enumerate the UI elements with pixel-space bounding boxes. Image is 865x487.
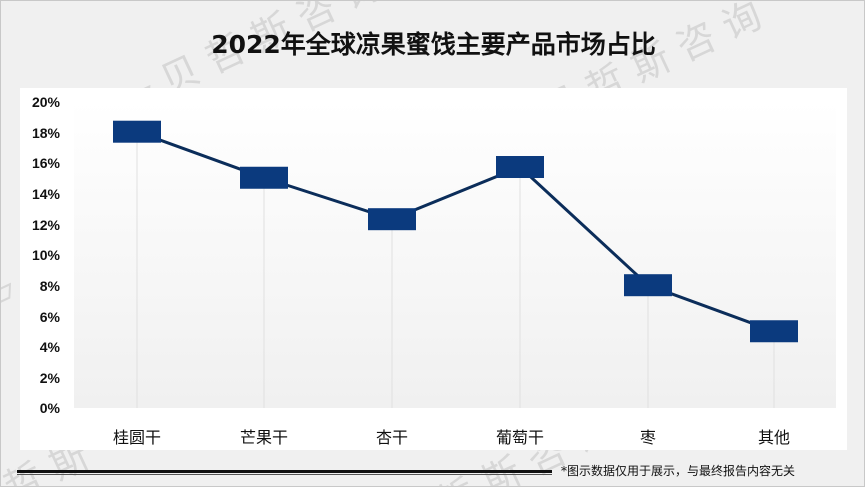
chart-area: 20% 18% 16% 14% 12% 10% 8% 6% 4% 2% 0% 桂… [20,88,847,450]
y-tick-label: 18% [31,125,60,141]
y-tick-label: 0% [39,400,60,416]
series-line [136,130,775,333]
y-tick-label: 2% [39,370,60,386]
footnote: *图示数据仅用于展示，与最终报告内容无关 [561,464,796,478]
y-tick-label: 4% [39,339,60,355]
data-markers [113,120,798,343]
y-tick-label: 20% [31,94,60,110]
chart-title: 2022年全球凉果蜜饯主要产品市场占比 [211,30,656,59]
data-point-marker [240,166,288,189]
plot-area [74,101,836,408]
footer-divider [17,470,552,473]
x-tick-label: 枣 [639,428,656,447]
data-point-marker [113,120,161,143]
x-tick-label: 桂圆干 [112,428,161,447]
data-point-marker [368,208,416,231]
y-tick-label: 8% [39,278,60,294]
data-point-marker [750,320,798,343]
footer-divider [17,474,552,475]
data-point-marker [624,274,672,297]
x-tick-label: 杏干 [375,428,408,447]
y-tick-label: 14% [31,186,60,202]
x-tick-label: 其他 [757,428,790,447]
y-tick-label: 16% [31,155,60,171]
line-plot [113,120,798,408]
y-tick-label: 6% [39,309,60,325]
y-tick-label: 12% [31,217,60,233]
x-tick-label: 葡萄干 [495,428,544,447]
drop-lines [136,131,775,408]
y-tick-label: 10% [31,247,60,263]
data-point-marker [496,156,544,179]
x-tick-label: 芒果干 [239,428,288,447]
